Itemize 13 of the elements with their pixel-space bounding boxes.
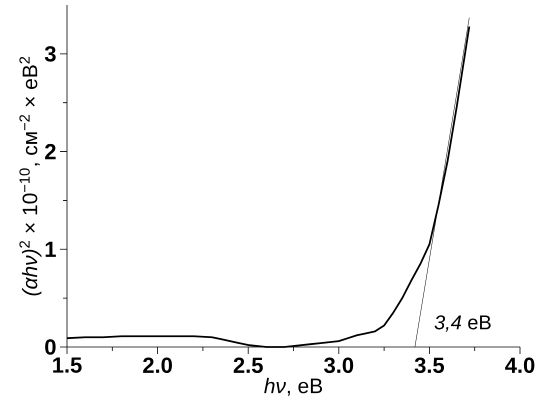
x-tick-label: 2.0 — [143, 358, 172, 374]
y-tick-label: 0 — [45, 339, 56, 355]
x-axis-title: hν, eB — [264, 378, 322, 396]
x-tick-label: 3.0 — [324, 358, 354, 374]
x-tick-label: 4.0 — [505, 358, 534, 374]
y-tick-label: 3 — [44, 46, 56, 62]
x-tick-label: 2.5 — [234, 358, 263, 374]
x-tick-label: 3.5 — [414, 358, 444, 374]
x-tick-label: 1.5 — [53, 358, 82, 373]
y-tick-label: 1 — [46, 242, 56, 257]
y-axis-title: (αhν)$^{2}$ × 10$^{−10}$, см$^{−2}$ × eB$^{2}$ — [19, 56, 42, 296]
y-tick-label: 2 — [45, 144, 56, 160]
annotation: 3,4 eB — [434, 315, 491, 332]
